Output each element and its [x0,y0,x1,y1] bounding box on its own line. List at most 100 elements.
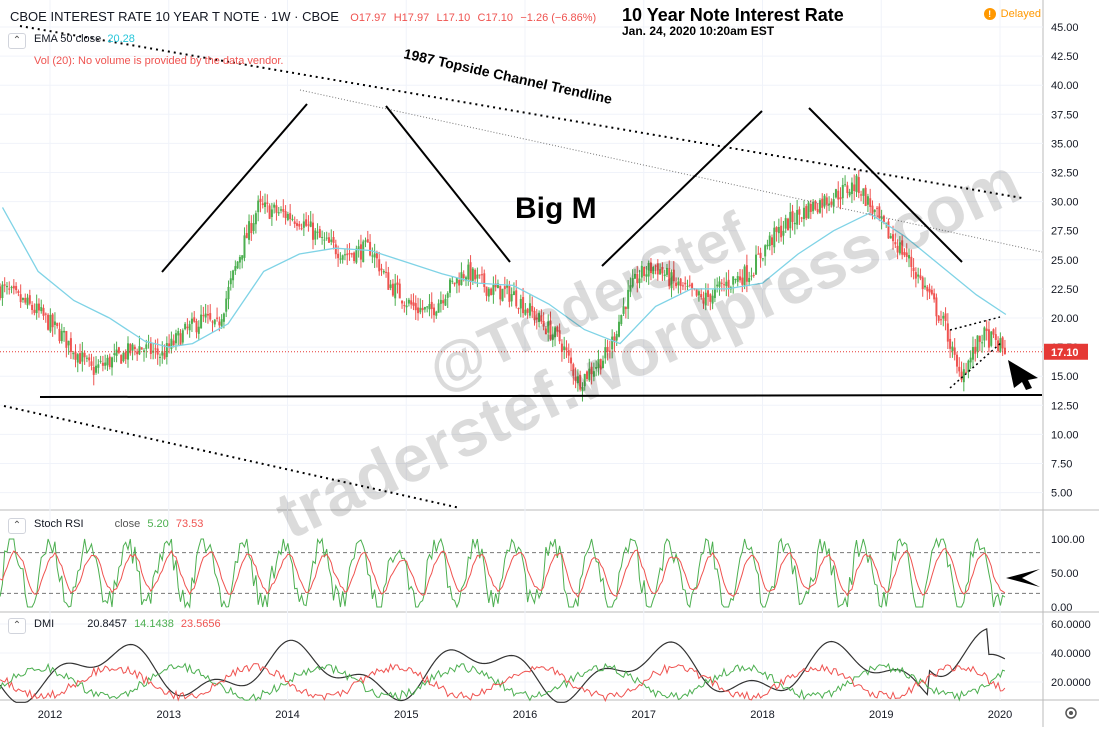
candle-body [211,321,214,323]
candle-body [645,274,648,277]
y-tick-label: 35.00 [1051,138,1079,150]
candle-body [519,299,522,309]
dmi-collapse-button[interactable]: ⌃ [8,618,26,634]
candle-body [282,209,285,212]
candle-body [935,297,938,317]
candle-body [889,236,892,239]
candle-body [885,222,888,224]
candle-body [407,299,410,304]
candle-body [428,304,431,310]
candle-body [841,184,844,199]
stoch-legend[interactable]: Stoch RSI close 5.20 73.53 [34,518,203,530]
candle-body [702,297,705,304]
candle-body [291,218,294,221]
candle-body [773,227,776,248]
candle-body [782,230,785,236]
stoch-collapse-button[interactable]: ⌃ [8,518,26,534]
candle-body [426,306,429,308]
candle-body [273,204,276,208]
annotation-title: 10 Year Note Interest Rate [622,5,844,25]
candle-body [499,285,502,300]
candle-body [145,344,148,349]
candle-body [663,274,666,277]
x-tick-label: 2014 [275,709,299,721]
candle-body [81,352,84,362]
delayed-badge[interactable]: ! Delayed [983,8,1041,21]
candle-body [583,374,586,387]
ema-legend[interactable]: EMA 50 close 20.28 [34,33,135,45]
candle-body [677,281,680,286]
candle-body [981,342,984,344]
candle-body [837,190,840,200]
candle-body [809,203,812,212]
candle-body [761,258,764,260]
candle-body [800,217,803,219]
candle-body [597,359,600,368]
candle-body [643,266,646,276]
candle-body [604,347,607,359]
candle-body [464,277,467,281]
candle-body [999,338,1002,352]
candle-body [179,333,182,345]
candle-body [586,371,589,379]
candle-body [880,216,883,220]
candle-body [844,184,847,186]
candle-body [213,319,216,325]
candle-body [606,346,609,352]
candle-body [496,283,499,289]
candle-body [90,361,93,366]
candle-body [629,285,632,292]
candle-body [63,330,66,333]
candle-body [99,360,102,362]
candle-body [177,331,180,336]
candle-body [186,326,189,329]
y-tick-label: 7.50 [1051,459,1072,471]
candle-body [355,248,358,263]
candle-body [455,277,458,284]
candle-body [611,336,614,350]
y-tick-label: 22.50 [1051,284,1079,296]
candle-body [469,262,472,283]
candle-body [969,357,972,363]
candle-body [307,224,310,226]
candle-body [220,319,223,327]
candle-body [793,222,796,225]
candle-body [236,261,239,269]
y-tick-label: 10.00 [1051,429,1079,441]
candle-body [37,303,40,311]
candle-body [3,284,6,286]
y-tick-label: 37.50 [1051,109,1079,121]
candle-body [113,353,116,355]
candle-body [713,288,716,299]
candle-body [549,320,552,340]
candle-body [617,321,620,337]
candle-body [595,367,598,369]
chevron-up-icon: ⌃ [12,520,22,531]
candle-body [170,338,173,349]
collapse-legend-button[interactable]: ⌃ [8,33,26,49]
candle-body [654,265,657,267]
candle-body [65,330,68,348]
candle-body [140,347,143,350]
candle-body [901,240,904,255]
candle-body [15,286,18,291]
candle-body [558,330,561,342]
candle-body [839,197,842,200]
candle-body [565,347,568,351]
candle-body [764,245,767,257]
dmi-legend[interactable]: DMI 20.8457 14.1438 23.5656 [34,618,221,630]
candle-body [951,346,954,351]
candle-body [681,285,684,287]
ema-legend-name: EMA 50 close [34,33,102,45]
candle-body [453,282,456,285]
candle-body [814,200,817,210]
candle-body [994,334,997,340]
candle-body [962,369,965,383]
candle-body [860,194,863,196]
dmi-pane [0,628,1006,703]
candle-body [387,272,390,290]
ohlc-low: L17.10 [436,12,471,24]
candle-body [371,255,374,257]
